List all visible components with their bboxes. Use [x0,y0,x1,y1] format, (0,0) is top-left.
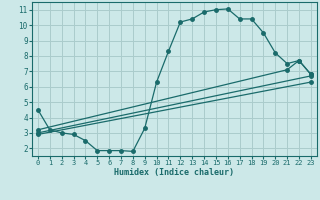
X-axis label: Humidex (Indice chaleur): Humidex (Indice chaleur) [115,168,234,177]
